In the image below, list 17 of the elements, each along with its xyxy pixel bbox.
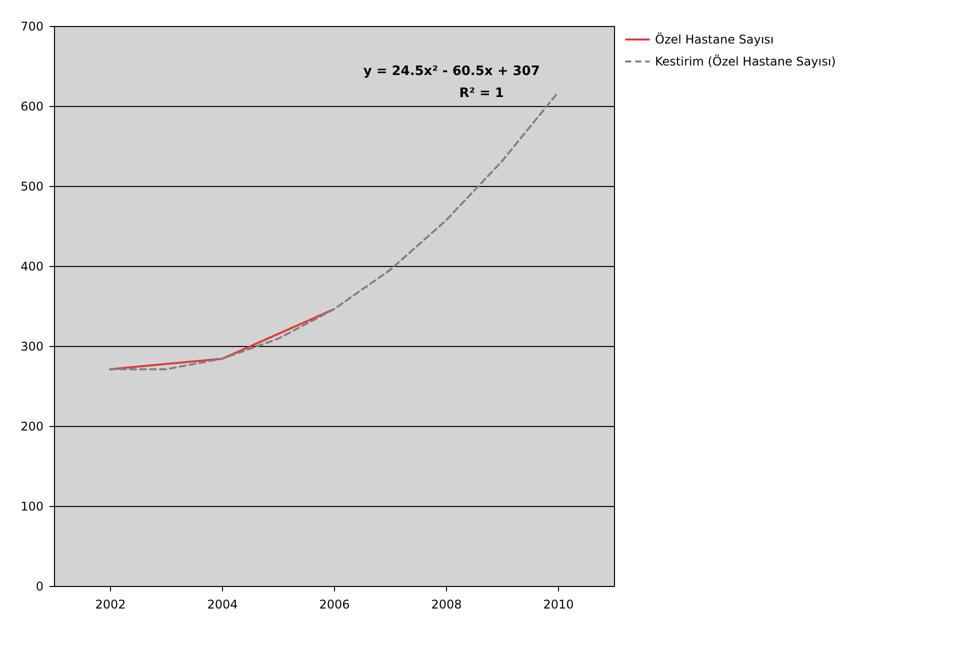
y-tick-label: 600 <box>20 100 44 114</box>
y-tick-label: 200 <box>20 420 44 434</box>
y-tick-label: 0 <box>36 580 44 594</box>
annotation: y = 24.5x² - 60.5x + 307 <box>363 64 540 79</box>
x-tick-label: 2006 <box>319 598 350 612</box>
x-tick-label: 2010 <box>543 598 574 612</box>
x-tick-label: 2004 <box>207 598 238 612</box>
y-tick-label: 700 <box>20 20 44 34</box>
x-tick-label: 2002 <box>95 598 126 612</box>
legend-label: Kestirim (Özel Hastane Sayısı) <box>655 54 836 68</box>
y-tick-label: 400 <box>20 260 44 274</box>
legend-label: Özel Hastane Sayısı <box>655 32 774 46</box>
x-tick-label: 2008 <box>431 598 462 612</box>
y-tick-label: 100 <box>20 500 44 514</box>
y-tick-label: 300 <box>20 340 44 354</box>
y-tick-label: 500 <box>20 180 44 194</box>
annotation: R² = 1 <box>459 86 504 101</box>
